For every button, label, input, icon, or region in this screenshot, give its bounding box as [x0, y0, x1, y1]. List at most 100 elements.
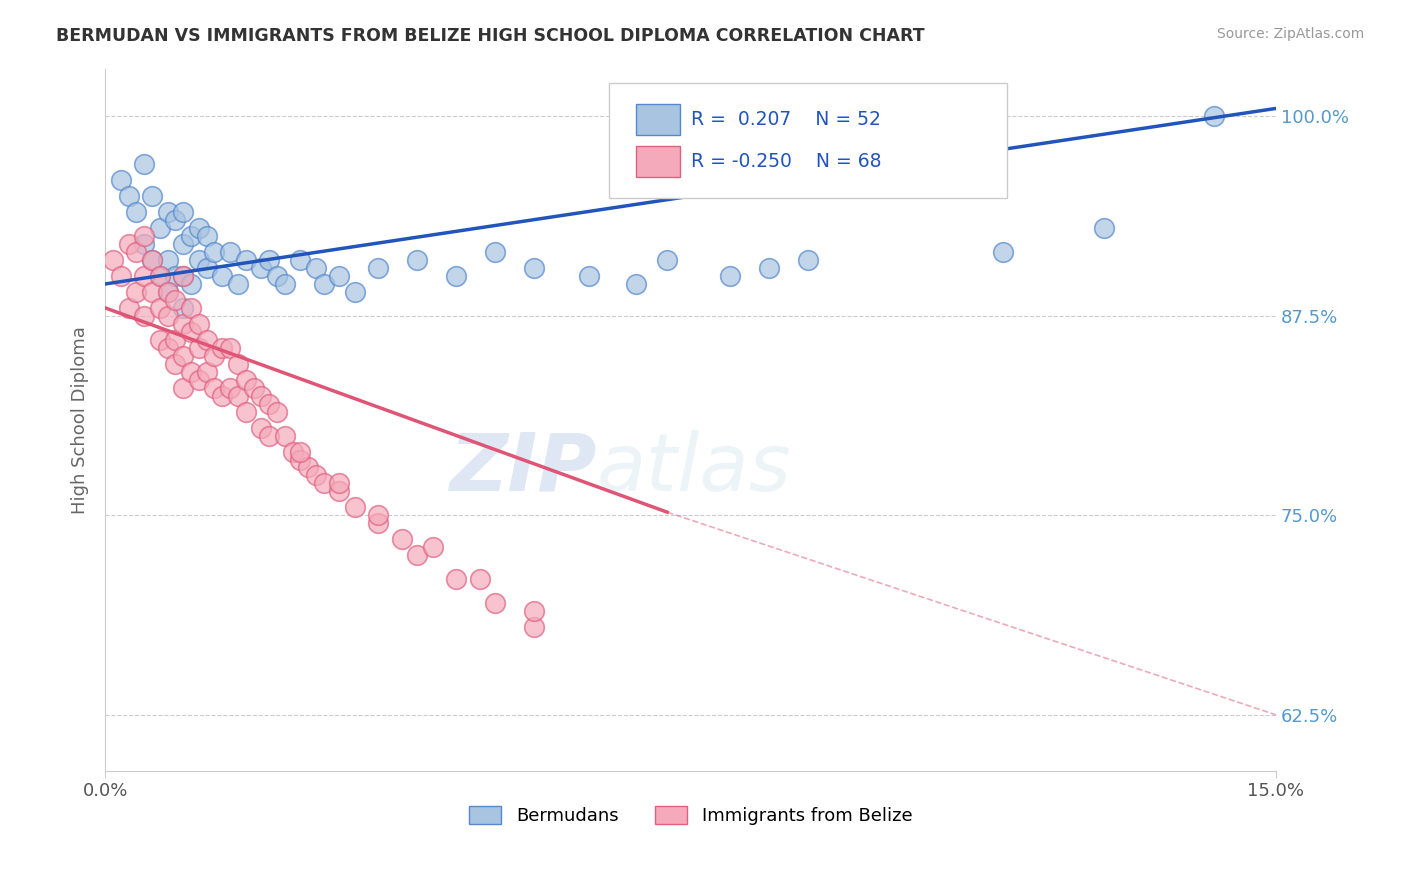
- Point: [391, 533, 413, 547]
- Point: [578, 268, 600, 283]
- Point: [156, 341, 179, 355]
- Point: [117, 237, 139, 252]
- Point: [406, 548, 429, 562]
- Point: [187, 373, 209, 387]
- Point: [446, 268, 468, 283]
- Point: [718, 268, 741, 283]
- Point: [134, 309, 156, 323]
- Point: [250, 420, 273, 434]
- Point: [328, 268, 350, 283]
- Point: [657, 253, 679, 268]
- Point: [305, 468, 328, 483]
- Point: [219, 245, 242, 260]
- Point: [991, 245, 1014, 260]
- Point: [758, 260, 780, 275]
- Point: [290, 444, 312, 458]
- Point: [484, 596, 506, 610]
- Point: [226, 277, 249, 291]
- Point: [422, 541, 444, 555]
- Bar: [636, 103, 681, 136]
- Point: [312, 277, 335, 291]
- Point: [134, 157, 156, 171]
- Point: [235, 404, 257, 418]
- Point: [290, 253, 312, 268]
- Point: [274, 277, 297, 291]
- Point: [367, 260, 389, 275]
- Point: [235, 373, 257, 387]
- Point: [1202, 109, 1225, 123]
- Point: [290, 452, 312, 467]
- Point: [305, 260, 328, 275]
- Point: [165, 268, 187, 283]
- Point: [172, 237, 194, 252]
- Point: [367, 508, 389, 523]
- Point: [172, 268, 194, 283]
- Point: [250, 260, 273, 275]
- Point: [149, 268, 172, 283]
- Text: R = -0.250    N = 68: R = -0.250 N = 68: [690, 152, 882, 170]
- Point: [156, 253, 179, 268]
- Point: [165, 333, 187, 347]
- Point: [125, 205, 148, 219]
- Point: [180, 229, 202, 244]
- Point: [226, 389, 249, 403]
- Point: [226, 357, 249, 371]
- Point: [195, 365, 218, 379]
- Point: [134, 237, 156, 252]
- Point: [367, 516, 389, 531]
- FancyBboxPatch shape: [609, 83, 1007, 198]
- Text: R =  0.207    N = 52: R = 0.207 N = 52: [690, 110, 880, 128]
- Point: [110, 173, 132, 187]
- Point: [195, 260, 218, 275]
- Point: [149, 268, 172, 283]
- Point: [523, 260, 546, 275]
- Point: [187, 341, 209, 355]
- Point: [165, 293, 187, 307]
- Point: [211, 268, 233, 283]
- Text: BERMUDAN VS IMMIGRANTS FROM BELIZE HIGH SCHOOL DIPLOMA CORRELATION CHART: BERMUDAN VS IMMIGRANTS FROM BELIZE HIGH …: [56, 27, 925, 45]
- Point: [180, 365, 202, 379]
- Point: [328, 476, 350, 491]
- Point: [195, 229, 218, 244]
- Legend: Bermudans, Immigrants from Belize: Bermudans, Immigrants from Belize: [470, 805, 912, 825]
- Point: [110, 268, 132, 283]
- Point: [125, 285, 148, 299]
- Point: [134, 229, 156, 244]
- Text: atlas: atlas: [598, 430, 792, 508]
- Point: [250, 389, 273, 403]
- Point: [156, 285, 179, 299]
- Point: [281, 444, 304, 458]
- Bar: [636, 145, 681, 178]
- Point: [165, 213, 187, 227]
- Point: [266, 404, 288, 418]
- Point: [117, 301, 139, 315]
- Point: [343, 500, 366, 515]
- Point: [156, 285, 179, 299]
- Point: [1092, 221, 1115, 235]
- Point: [312, 476, 335, 491]
- Point: [219, 341, 242, 355]
- Point: [125, 245, 148, 260]
- Point: [274, 428, 297, 442]
- Point: [468, 572, 491, 586]
- Point: [156, 205, 179, 219]
- Point: [211, 341, 233, 355]
- Point: [257, 428, 280, 442]
- Point: [172, 268, 194, 283]
- Point: [204, 349, 226, 363]
- Point: [242, 381, 264, 395]
- Point: [343, 285, 366, 299]
- Point: [172, 349, 194, 363]
- Point: [257, 397, 280, 411]
- Point: [484, 245, 506, 260]
- Point: [141, 189, 163, 203]
- Point: [117, 189, 139, 203]
- Point: [187, 221, 209, 235]
- Point: [446, 572, 468, 586]
- Point: [211, 389, 233, 403]
- Point: [523, 604, 546, 618]
- Y-axis label: High School Diploma: High School Diploma: [72, 326, 89, 514]
- Point: [235, 253, 257, 268]
- Point: [796, 253, 818, 268]
- Point: [101, 253, 124, 268]
